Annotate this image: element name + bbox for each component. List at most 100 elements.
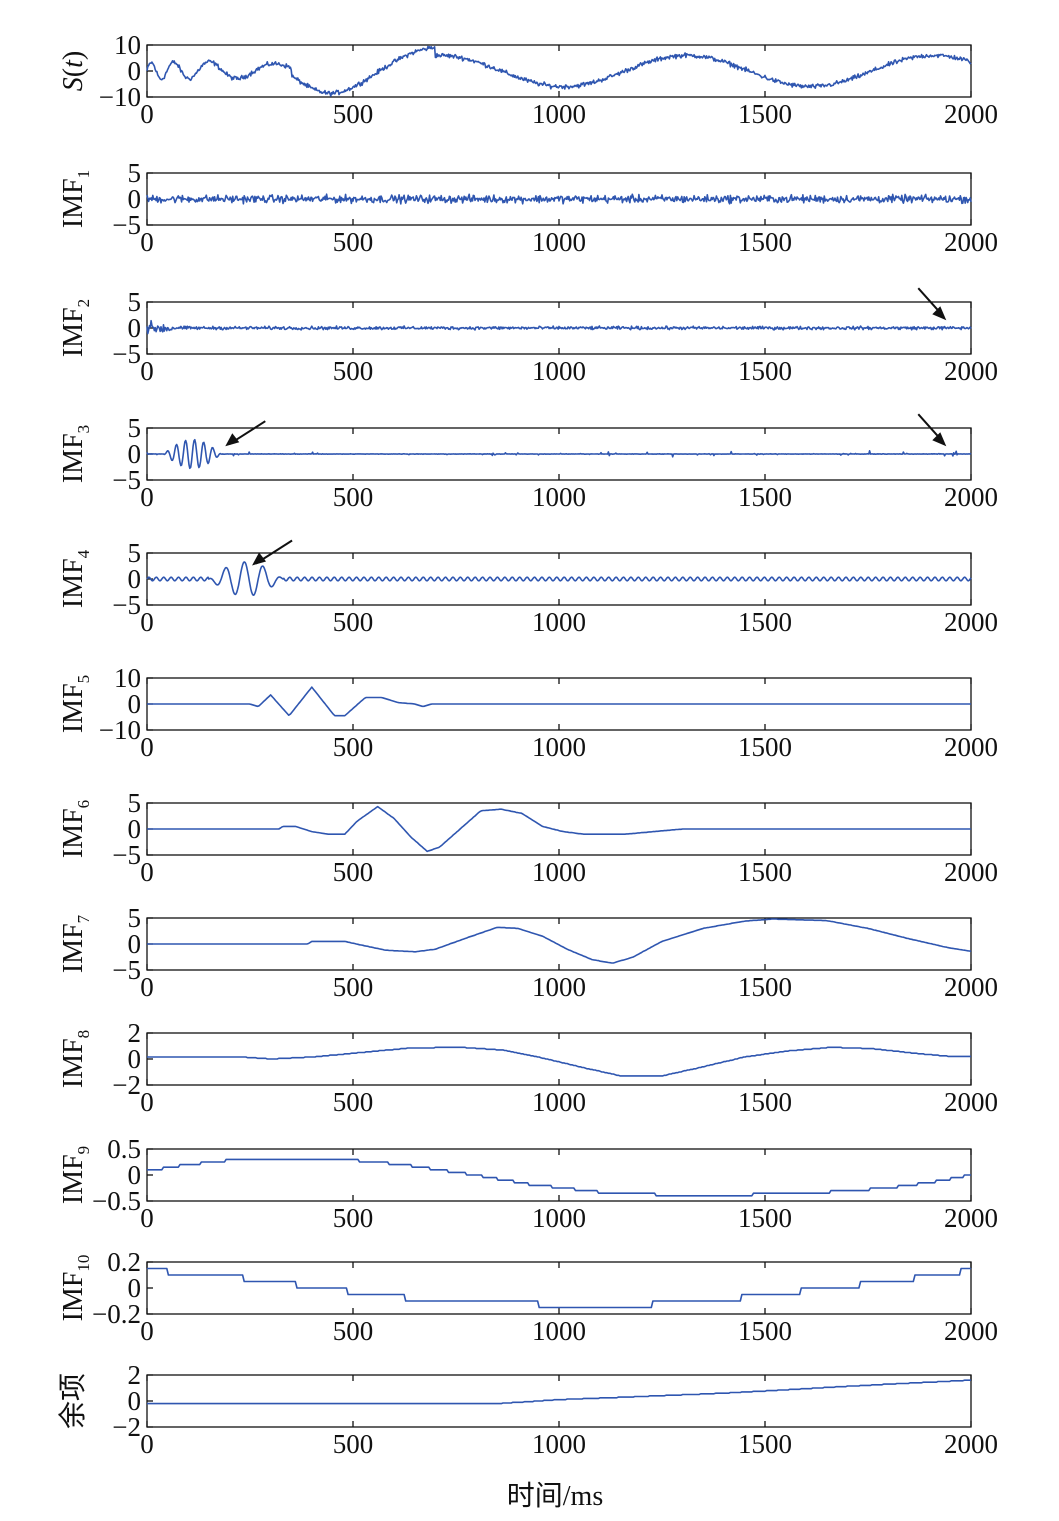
y-tick-label: −5 — [112, 465, 141, 495]
series-line — [147, 918, 972, 964]
y-tick-label: −0.2 — [92, 1299, 141, 1329]
x-tick-label: 1500 — [738, 1429, 792, 1459]
series-line — [147, 1046, 971, 1077]
x-tick-label: 500 — [333, 1429, 374, 1459]
y-tick-label: 2 — [128, 1360, 142, 1390]
series-line — [146, 561, 972, 596]
x-tick-label: 2000 — [944, 1316, 998, 1346]
x-tick-label: 0 — [140, 99, 154, 129]
y-tick-label: −5 — [112, 590, 141, 620]
x-tick-label: 2000 — [944, 1203, 998, 1233]
x-tick-label: 0 — [140, 356, 154, 386]
x-tick-label: 500 — [333, 227, 374, 257]
y-tick-label: −5 — [112, 339, 141, 369]
x-tick-label: 1000 — [532, 972, 586, 1002]
x-tick-label: 500 — [333, 972, 374, 1002]
x-tick-label: 2000 — [944, 857, 998, 887]
x-tick-label: 0 — [140, 1429, 154, 1459]
x-tick-label: 1500 — [738, 1203, 792, 1233]
x-tick-label: 0 — [140, 1316, 154, 1346]
y-tick-label: 0 — [128, 184, 142, 214]
y-tick-label: 0 — [128, 1273, 142, 1303]
x-tick-label: 500 — [333, 99, 374, 129]
x-tick-label: 2000 — [944, 1429, 998, 1459]
x-tick-label: 2000 — [944, 972, 998, 1002]
y-tick-label: 0 — [128, 689, 142, 719]
x-tick-label: 500 — [333, 732, 374, 762]
x-tick-label: 1500 — [738, 1087, 792, 1117]
y-tick-label: 0 — [128, 56, 142, 86]
y-tick-label: −2 — [112, 1070, 141, 1100]
x-tick-label: 2000 — [944, 1087, 998, 1117]
y-axis-label: IMF4 — [58, 549, 93, 608]
x-tick-label: 500 — [333, 482, 374, 512]
series-line — [147, 805, 971, 853]
x-axis-title: 时间/ms — [507, 1480, 603, 1512]
x-tick-label: 2000 — [944, 607, 998, 637]
x-tick-label: 500 — [333, 1316, 374, 1346]
y-tick-label: 0 — [128, 439, 142, 469]
x-tick-label: 1500 — [738, 607, 792, 637]
y-tick-label: 5 — [128, 788, 142, 818]
x-tick-label: 1000 — [532, 482, 586, 512]
x-tick-label: 500 — [333, 356, 374, 386]
y-tick-label: 0 — [128, 564, 142, 594]
y-tick-label: 5 — [128, 538, 142, 568]
x-tick-label: 1000 — [532, 227, 586, 257]
x-tick-label: 1500 — [738, 482, 792, 512]
y-tick-label: −2 — [112, 1412, 141, 1442]
series-line — [147, 1158, 971, 1197]
annotation-arrow-head — [932, 432, 947, 447]
y-axis-label: IMF3 — [58, 425, 93, 483]
y-tick-label: 10 — [114, 663, 141, 693]
y-axis-label: S(t) — [58, 51, 89, 91]
x-tick-label: 1500 — [738, 857, 792, 887]
y-tick-label: −10 — [99, 715, 141, 745]
y-axis-label: IMF6 — [58, 800, 93, 858]
y-tick-label: −5 — [112, 955, 141, 985]
x-tick-label: 1000 — [532, 732, 586, 762]
x-tick-label: 1000 — [532, 356, 586, 386]
x-tick-label: 1500 — [738, 227, 792, 257]
y-axis-label: IMF9 — [58, 1146, 93, 1204]
series-line — [146, 319, 972, 335]
x-tick-label: 500 — [333, 1087, 374, 1117]
x-tick-label: 1000 — [532, 857, 586, 887]
y-tick-label: 0 — [128, 1044, 142, 1074]
y-tick-label: 5 — [128, 287, 142, 317]
x-tick-label: 1500 — [738, 356, 792, 386]
y-axis-label: 余项 — [57, 1373, 89, 1429]
y-tick-label: 2 — [128, 1018, 142, 1048]
y-tick-label: 5 — [128, 903, 142, 933]
x-tick-label: 1500 — [738, 99, 792, 129]
x-tick-label: 500 — [333, 1203, 374, 1233]
x-tick-label: 0 — [140, 1087, 154, 1117]
y-tick-label: −5 — [112, 840, 141, 870]
y-tick-label: 0 — [128, 929, 142, 959]
y-tick-label: 0 — [128, 814, 142, 844]
axes-box — [146, 44, 972, 98]
x-tick-label: 1500 — [738, 1316, 792, 1346]
y-tick-label: 0 — [128, 313, 142, 343]
x-tick-label: 1000 — [532, 1087, 586, 1117]
x-tick-label: 1000 — [532, 99, 586, 129]
x-tick-label: 1500 — [738, 732, 792, 762]
x-tick-label: 0 — [140, 1203, 154, 1233]
series-line — [146, 193, 972, 205]
annotation-arrow-head — [252, 552, 267, 566]
y-tick-label: 0.2 — [107, 1247, 141, 1277]
y-axis-label: IMF2 — [58, 299, 93, 357]
y-axis-label: IMF5 — [58, 675, 93, 733]
